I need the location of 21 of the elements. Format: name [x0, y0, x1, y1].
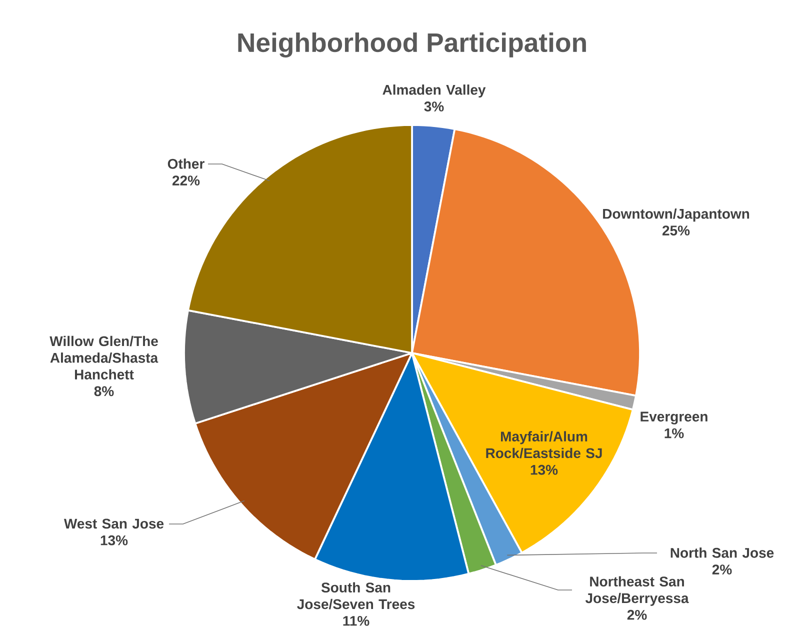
chart-title: Neighborhood Participation — [238, 32, 586, 58]
slice-label: Other — [168, 158, 204, 169]
data-label: 22% — [172, 176, 200, 186]
slice-label: Northeast San Jose/Berryessa — [585, 576, 689, 606]
data-label: 3% — [424, 102, 444, 112]
slice-label: Willow Glen/The Alameda/Shasta Hanchett — [50, 336, 158, 380]
data-label: 1% — [664, 428, 684, 438]
data-label: 25% — [662, 226, 690, 236]
data-label: 11% — [343, 616, 370, 626]
data-label: 8% — [94, 386, 114, 396]
slice-label: South San Jose/Seven Trees — [297, 582, 415, 610]
slice-label: Almaden Valley — [382, 84, 486, 98]
slice-label: Mayfair/Alum Rock/Eastside SJ — [486, 431, 602, 458]
slice-label: North San Jose — [670, 548, 774, 558]
data-label: 13% — [530, 464, 558, 475]
slice-label: Downtown/Japantown — [603, 208, 750, 222]
data-label: 13% — [100, 535, 128, 546]
slice-label: Evergreen — [640, 412, 708, 424]
data-label: 2% — [712, 564, 732, 574]
slice-label: West San Jose — [64, 518, 164, 529]
data-label: 2% — [627, 610, 647, 620]
